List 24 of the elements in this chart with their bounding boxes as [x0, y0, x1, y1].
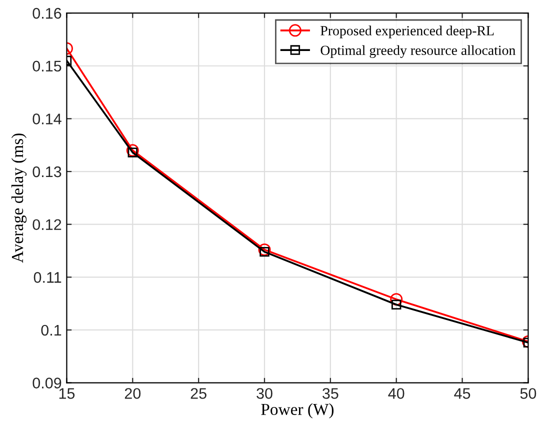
y-tick-label: 0.09 [32, 378, 62, 388]
x-axis-title: Power (W) [261, 403, 334, 418]
legend-label: Optimal greedy resource allocation [320, 45, 516, 58]
y-tick-label: 0.15 [32, 60, 62, 72]
x-tick-label: 35 [322, 388, 338, 399]
x-tick-label: 15 [59, 388, 75, 399]
point [390, 293, 403, 306]
x-tick-label: 25 [190, 388, 206, 399]
y-axis-title: Average delay (ms) [11, 134, 27, 263]
x-tick-label: 45 [454, 388, 470, 399]
point [391, 300, 402, 310]
legend-label: Proposed experienced deep-RL [320, 26, 494, 38]
point [260, 246, 270, 257]
point [258, 243, 271, 256]
x-tick-label: 50 [520, 388, 536, 399]
y-tick-label: 0.13 [32, 166, 62, 178]
y-tick-label: 0.14 [32, 114, 62, 124]
y-tick-label: 0.11 [34, 272, 62, 283]
x-tick-label: 30 [256, 388, 272, 399]
y-tick-label: 0.12 [32, 219, 62, 230]
x-tick-label: 40 [388, 388, 404, 399]
x-tick-label: 20 [124, 388, 141, 399]
y-tick-label: 0.16 [32, 8, 62, 19]
y-tick-label: 0.1 [41, 324, 62, 336]
